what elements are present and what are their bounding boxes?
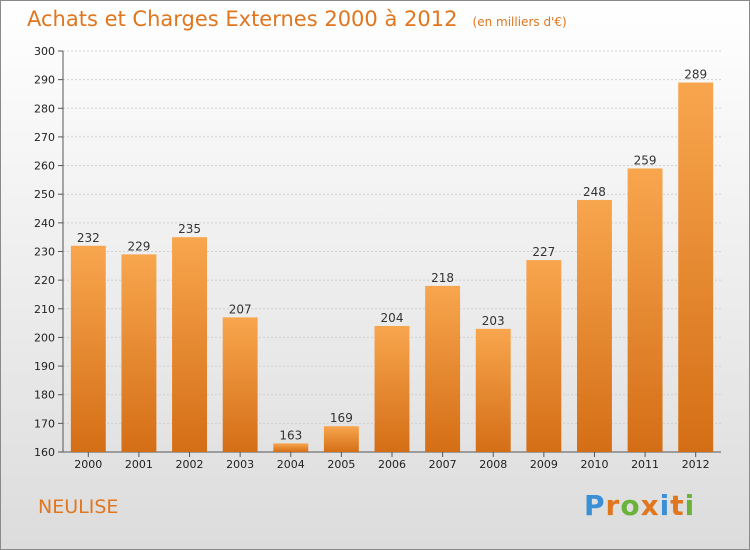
data-label-2010: 248: [583, 185, 606, 199]
data-label-2008: 203: [482, 314, 505, 328]
logo-letter: o: [620, 489, 641, 522]
y-tick-label: 290: [34, 74, 55, 87]
y-tick-label: 300: [34, 45, 55, 58]
data-label-2005: 169: [330, 411, 353, 425]
bar-2004: [273, 443, 309, 452]
chart-title: Achats et Charges Externes 2000 à 2012: [27, 7, 458, 31]
bar-layer: 232 229 235 207 163 169 204 218 203 227 248 259 289: [70, 68, 714, 452]
proxiti-logo[interactable]: Proxiti: [584, 489, 695, 522]
logo-letter: i: [684, 489, 696, 522]
bar-2002: [172, 237, 208, 452]
y-tick-label: 220: [34, 274, 55, 287]
bar-2012: [678, 82, 714, 452]
x-tick-label: 2009: [530, 458, 558, 471]
x-tick-label: 2003: [226, 458, 254, 471]
data-label-2012: 289: [684, 68, 707, 82]
y-tick-label: 160: [34, 446, 55, 459]
logo-letter: x: [640, 489, 660, 522]
bar-2010: [576, 199, 612, 452]
data-label-2004: 163: [279, 428, 302, 442]
y-tick-label: 190: [34, 360, 55, 373]
commune-name: NEULISE: [38, 496, 119, 518]
x-tick-label: 2002: [176, 458, 204, 471]
chart-unit: (en milliers d'€): [472, 15, 567, 29]
x-tick-label: 2004: [277, 458, 305, 471]
bar-2006: [374, 325, 410, 452]
x-tick-label: 2008: [479, 458, 507, 471]
logo-letter: r: [605, 489, 621, 522]
y-tick-label: 280: [34, 102, 55, 115]
data-label-2007: 218: [431, 271, 454, 285]
data-label-2011: 259: [634, 153, 657, 167]
title-row: Achats et Charges Externes 2000 à 2012 (…: [27, 7, 567, 31]
x-tick-label: 2006: [378, 458, 406, 471]
x-tick-label: 2000: [74, 458, 102, 471]
bar-2008: [475, 328, 511, 452]
y-tick-label: 200: [34, 331, 55, 344]
y-tick-label: 170: [34, 417, 55, 430]
bar-2003: [222, 317, 258, 452]
data-label-2001: 229: [127, 239, 150, 253]
bar-2009: [526, 260, 562, 452]
x-tick-label: 2010: [580, 458, 608, 471]
bar-2005: [323, 426, 359, 452]
data-label-2009: 227: [532, 245, 555, 259]
bar-2000: [70, 245, 106, 452]
x-tick-label: 2007: [429, 458, 457, 471]
data-label-2006: 204: [381, 311, 404, 325]
bar-2001: [121, 254, 157, 452]
logo-letter: P: [584, 489, 606, 522]
y-tick-label: 260: [34, 160, 55, 173]
y-tick-label: 250: [34, 188, 55, 201]
y-tick-label: 270: [34, 131, 55, 144]
data-label-2000: 232: [77, 231, 100, 245]
x-tick-label: 2011: [631, 458, 659, 471]
y-tick-label: 230: [34, 246, 55, 259]
data-label-2002: 235: [178, 222, 201, 236]
data-label-2003: 207: [229, 302, 252, 316]
y-tick-label: 210: [34, 303, 55, 316]
bar-2007: [425, 285, 461, 452]
y-tick-label: 240: [34, 217, 55, 230]
x-tick-label: 2012: [682, 458, 710, 471]
logo-letter: i: [659, 489, 671, 522]
x-tick-label: 2001: [125, 458, 153, 471]
bar-2011: [627, 168, 663, 452]
y-tick-label: 180: [34, 389, 55, 402]
x-tick-label: 2005: [327, 458, 355, 471]
logo-letter: t: [670, 489, 685, 522]
